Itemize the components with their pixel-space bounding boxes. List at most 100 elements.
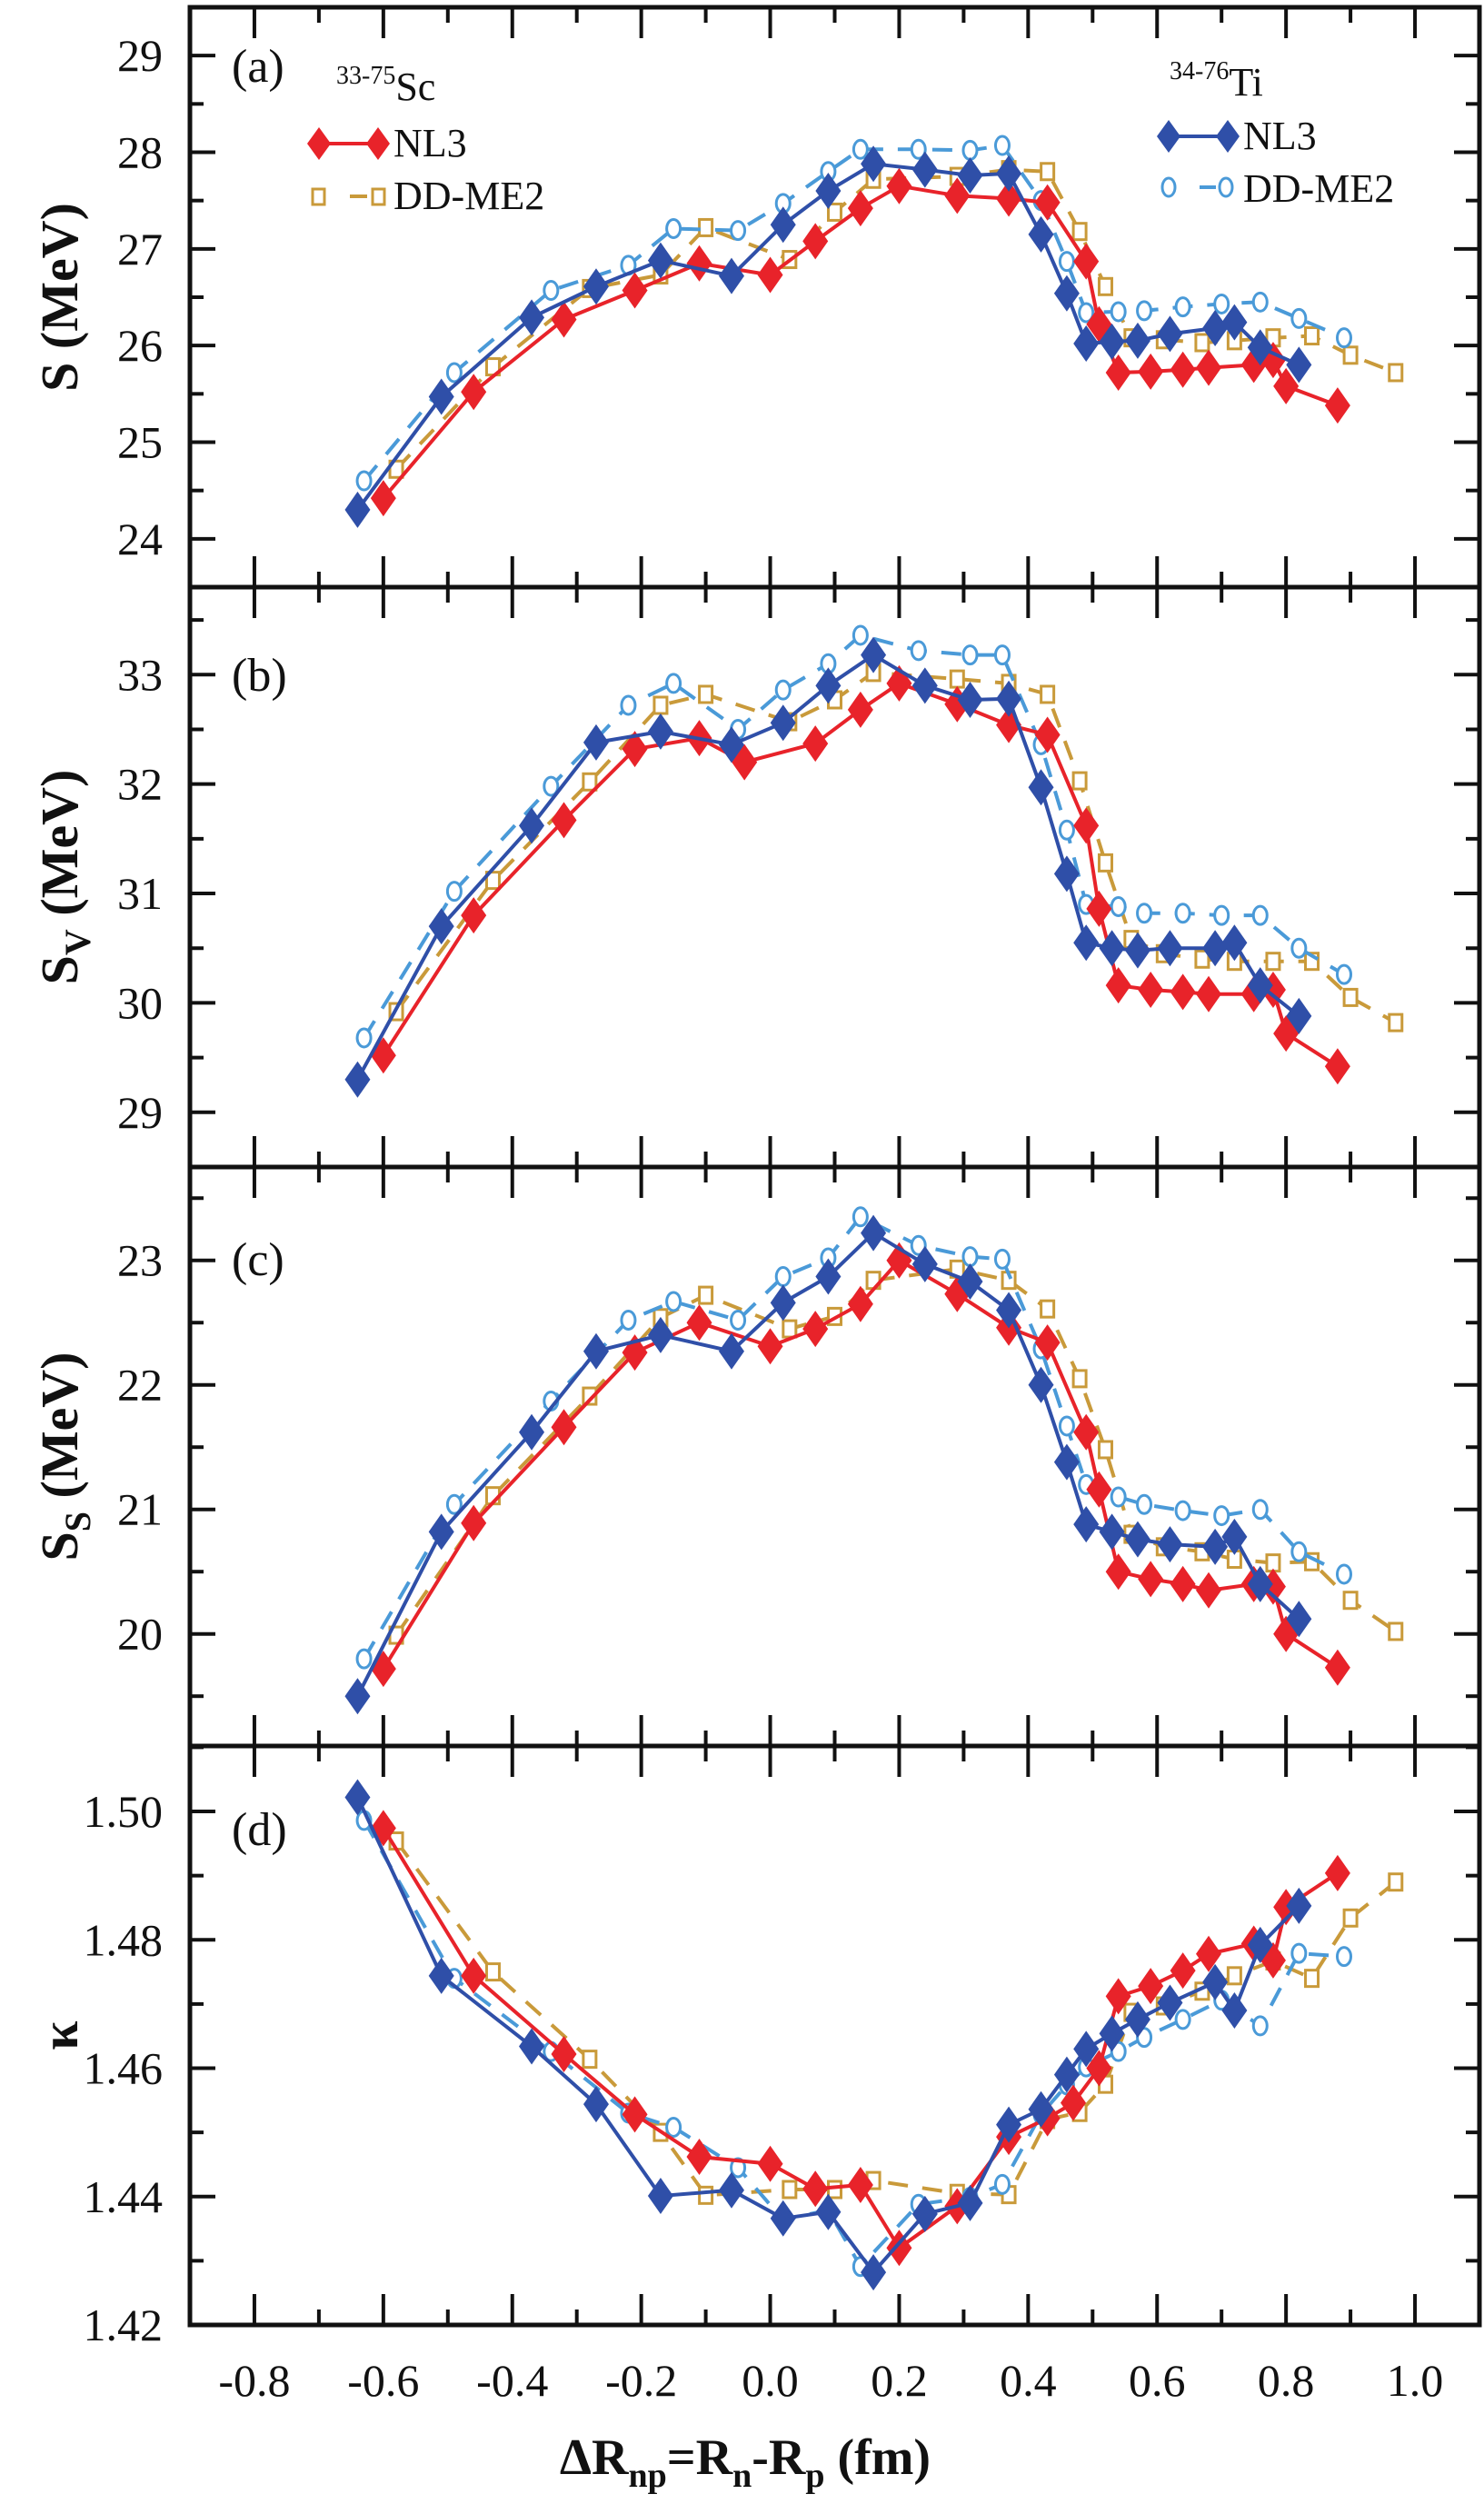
legend-ti-ddme2: DD-ME2 — [1160, 166, 1394, 211]
legend-ti-nl3: NL3 — [1157, 114, 1317, 158]
data-point-square — [1388, 1621, 1404, 1641]
x-tick-label: -0.4 — [476, 2355, 548, 2406]
data-point-diamond — [911, 2195, 938, 2232]
data-point-diamond — [1053, 2056, 1080, 2093]
data-point-diamond — [1221, 304, 1248, 341]
data-point-diamond — [1028, 769, 1054, 806]
data-point-circle — [993, 644, 1011, 666]
data-point-circle — [730, 220, 747, 242]
data-point-circle — [665, 673, 682, 694]
data-point-square — [1194, 949, 1210, 969]
data-point-circle — [852, 138, 869, 160]
data-point-circle — [1213, 293, 1230, 314]
data-point-diamond — [686, 1304, 712, 1342]
x-tick-label: -0.8 — [218, 2355, 290, 2406]
data-point-diamond — [1221, 924, 1248, 962]
data-point-diamond — [802, 2170, 829, 2208]
y-tick-label: 1.46 — [84, 2043, 164, 2094]
data-point-square — [1342, 1591, 1359, 1611]
data-point-circle — [910, 640, 927, 662]
series-line — [355, 653, 1300, 1081]
x-tick-label: 0.0 — [742, 2355, 799, 2406]
data-point-circle — [620, 694, 637, 716]
y-axis-title: S (MeV) — [30, 203, 89, 392]
data-point-diamond — [1202, 1963, 1229, 2000]
y-tick-label: 31 — [117, 868, 163, 919]
data-point-diamond — [344, 1061, 371, 1098]
data-point-circle — [1336, 1563, 1353, 1585]
data-point-square — [698, 217, 714, 237]
data-point-diamond — [1124, 1521, 1150, 1558]
data-point-diamond — [1124, 2000, 1150, 2038]
data-point-diamond — [1138, 1561, 1164, 1598]
data-point-square — [582, 1386, 598, 1406]
data-point-diamond — [770, 2200, 796, 2237]
data-point-square — [698, 1285, 714, 1305]
legend-ti-nl3-marker — [1216, 120, 1240, 153]
data-point-diamond — [583, 2086, 609, 2123]
data-point-square — [1040, 684, 1056, 704]
data-point-diamond — [996, 180, 1022, 217]
data-point-diamond — [686, 2138, 712, 2175]
data-point-square — [782, 2180, 798, 2200]
data-point-diamond — [1099, 2015, 1125, 2052]
data-point-diamond — [583, 1332, 609, 1370]
series-ti-nl3 — [344, 1779, 1312, 2291]
data-point-diamond — [1170, 351, 1196, 388]
series-line — [362, 633, 1346, 1040]
data-point-circle — [1290, 1942, 1308, 1964]
data-point-diamond — [1053, 855, 1080, 893]
series-sc-nl3 — [370, 664, 1350, 1085]
data-point-diamond — [1105, 354, 1131, 391]
data-point-circle — [1213, 904, 1230, 926]
data-point-diamond — [802, 725, 829, 763]
y-tick-label: 1.50 — [84, 1786, 164, 1837]
data-point-circle — [1251, 904, 1269, 926]
panel-b: 29 30 31 32 33 (b) SV (MeV) — [30, 587, 1479, 1169]
data-point-diamond — [1086, 1471, 1112, 1508]
data-point-square — [1388, 363, 1404, 383]
data-point-square — [1304, 1969, 1320, 1989]
data-point-diamond — [1073, 2030, 1100, 2068]
data-point-diamond — [770, 704, 796, 742]
data-point-circle — [355, 1648, 373, 1670]
data-point-diamond — [1034, 1324, 1061, 1362]
data-point-diamond — [551, 802, 577, 839]
data-point-circle — [1136, 903, 1153, 924]
series-line — [363, 143, 1345, 483]
data-point-square — [484, 1962, 501, 1982]
data-point-circle — [774, 1266, 792, 1288]
data-point-circle — [543, 280, 560, 302]
data-point-diamond — [1138, 353, 1164, 390]
data-point-circle — [1336, 963, 1353, 985]
data-point-circle — [774, 679, 792, 701]
data-point-diamond — [886, 2230, 912, 2267]
data-point-square — [1342, 987, 1359, 1007]
data-point-circle — [665, 218, 682, 240]
data-point-square — [1097, 853, 1113, 873]
data-point-diamond — [1247, 967, 1273, 1004]
data-point-diamond — [861, 1214, 887, 1252]
y-tick-label: 23 — [117, 1235, 163, 1286]
series-line — [394, 670, 1397, 1024]
data-point-diamond — [718, 257, 744, 294]
series-line — [382, 1827, 1340, 2251]
legend-sc-ddme2-marker — [311, 187, 326, 206]
data-point-circle — [1251, 1499, 1269, 1521]
data-point-diamond — [344, 1779, 371, 1816]
panel-label: (d) — [232, 1804, 287, 1856]
data-point-square — [1265, 952, 1281, 972]
data-point-diamond — [815, 667, 842, 704]
series-ti-ddme2 — [355, 1810, 1353, 2278]
data-point-circle — [1078, 302, 1095, 324]
data-point-diamond — [1157, 930, 1183, 967]
series-ti-nl3 — [344, 1214, 1312, 1715]
data-point-diamond — [1124, 932, 1150, 969]
series-ti-nl3 — [344, 145, 1312, 528]
data-point-circle — [1290, 307, 1308, 329]
data-point-circle — [543, 775, 560, 797]
legend-sc-nl3-label: NL3 — [393, 121, 467, 165]
data-point-diamond — [718, 2171, 744, 2209]
y-tick-label: 27 — [117, 224, 163, 274]
data-point-circle — [910, 1234, 927, 1256]
